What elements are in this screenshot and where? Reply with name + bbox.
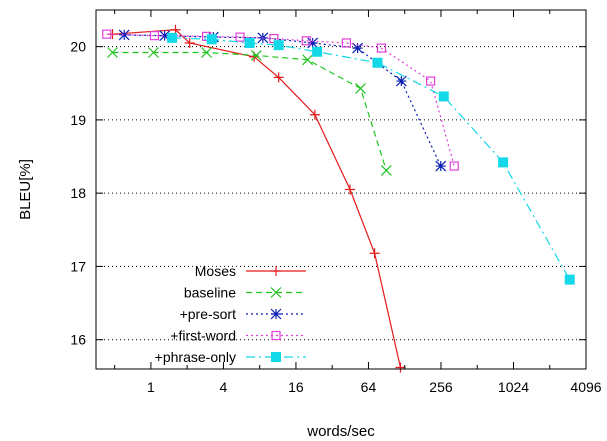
point-marker [235,32,245,42]
point-marker [564,274,575,285]
point-marker [118,29,130,41]
x-tick-label: 256 [429,379,453,395]
x-tick-label: 64 [361,379,377,395]
point-marker [167,32,178,43]
x-tick-label: 16 [288,379,304,395]
y-axis: 16 17 18 19 20 [70,39,586,348]
point-marker [395,75,407,87]
point-marker [159,30,171,42]
point-marker [380,165,392,176]
legend-label: +pre-sort [180,306,237,322]
point-marker [498,157,509,168]
point-marker [369,248,380,259]
x-tick-label: 1 [147,379,155,395]
point-marker [376,43,387,53]
y-tick-label: 20 [70,39,86,55]
point-marker [102,29,112,39]
y-axis-label: BLEU[%] [17,159,34,220]
y-tick-label: 16 [70,332,86,348]
point-marker [312,46,323,57]
plot-series [102,24,575,373]
series-first-word [102,29,459,171]
point-marker [273,40,284,51]
point-marker [271,330,281,341]
legend-label: +first-word [170,328,236,344]
series-line [112,51,387,171]
series-moses [107,24,406,373]
series-baseline [107,47,392,176]
point-marker [184,37,195,48]
x-axis-label: words/sec [306,423,375,440]
point-marker [107,47,118,58]
point-marker [201,47,213,58]
series-line [106,33,455,167]
y-tick-label: 18 [70,185,86,201]
grid-lines [96,46,586,341]
point-marker [301,36,311,46]
y-tick-label: 19 [70,112,86,128]
series-pre-sort [118,29,447,172]
legend-label: Moses [195,263,236,279]
point-marker [395,362,406,373]
point-marker [352,42,364,54]
point-marker [149,31,160,41]
point-marker [273,72,284,83]
point-marker [302,54,314,66]
x-tick-label: 4 [220,379,228,395]
point-marker [426,76,436,86]
x-tick-label: 4096 [570,379,601,395]
point-marker [355,82,366,94]
series-phrase-only [167,32,575,285]
point-marker [341,38,352,48]
series-line [112,29,402,368]
y-tick-label: 17 [70,258,86,274]
x-axis: 1 4 16 64 256 1024 4096 [114,10,602,395]
legend-label: baseline [184,285,236,301]
legend-label: +phrase-only [155,349,236,365]
point-marker [449,161,459,171]
point-marker [271,352,281,362]
point-marker [435,160,447,172]
series-line [124,34,442,167]
point-marker [270,308,282,320]
point-marker [309,109,320,120]
plot-frame [95,9,587,370]
point-marker [438,91,449,102]
point-marker [206,34,217,45]
legend: Moses baseline +pre-sort +first-word +phrase… [155,263,306,365]
point-marker [244,37,255,48]
point-marker [372,57,383,68]
x-tick-label: 1024 [498,379,529,395]
point-marker [307,37,319,49]
point-marker [345,184,356,195]
point-marker [250,50,262,61]
point-marker [271,266,281,276]
point-marker [270,287,282,298]
series-line [172,37,571,280]
point-marker [148,47,159,58]
